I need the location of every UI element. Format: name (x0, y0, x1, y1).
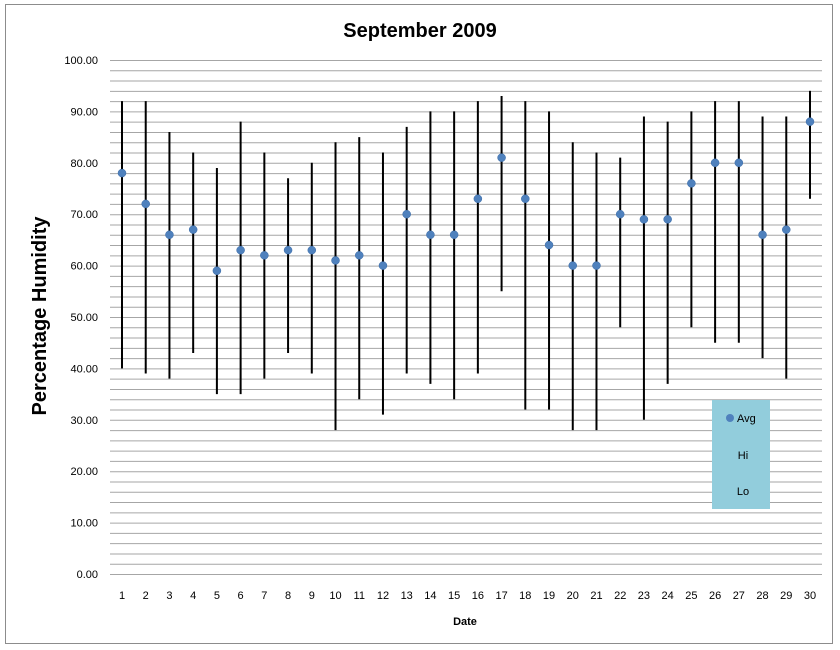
avg-point (473, 194, 483, 204)
x-tick-label: 29 (780, 590, 792, 602)
avg-point (236, 245, 245, 255)
x-tick-label: 17 (495, 590, 507, 602)
x-tick-label: 30 (804, 590, 816, 602)
avg-point (449, 230, 459, 240)
avg-point (805, 117, 815, 126)
avg-point (497, 153, 506, 162)
x-tick-label: 5 (214, 590, 220, 602)
avg-point (758, 230, 767, 240)
y-tick-label: 80.00 (70, 158, 98, 170)
hilo-lines (121, 90, 811, 431)
x-tick-label: 11 (354, 590, 365, 602)
legend: Avg Hi Lo (712, 400, 770, 509)
avg-point (283, 245, 293, 255)
avg-point (354, 251, 364, 260)
legend-avg-label: Avg (737, 413, 756, 425)
avg-point (592, 261, 601, 270)
y-axis-label: Percentage Humidity (29, 216, 51, 416)
y-tick-label: 60.00 (70, 261, 98, 273)
y-tick-label: 30.00 (70, 415, 98, 427)
x-tick-label: 10 (329, 590, 341, 602)
y-tick-label: 100.00 (64, 55, 98, 67)
avg-point (521, 194, 530, 204)
x-axis-label: Date (453, 616, 477, 628)
x-axis-ticks: 1 2 3 4 5 6 7 8 9 10 11 12 13 14 15 16 17 18 19 20 21 22 23 24 2… (119, 590, 816, 602)
avg-point (141, 199, 150, 209)
avg-point (378, 261, 388, 270)
avg-point (687, 179, 696, 188)
grid (110, 60, 822, 575)
y-axis-ticks: 0.00 10.00 20.00 30.00 40.00 50.00 60.00 70.00 8… (64, 55, 98, 581)
avg-point (165, 230, 174, 240)
y-tick-label: 20.00 (70, 466, 98, 478)
avg-point (663, 215, 672, 224)
avg-point (260, 251, 269, 260)
x-tick-label: 13 (401, 590, 413, 602)
legend-avg-marker (726, 414, 734, 422)
x-tick-label: 14 (424, 590, 436, 602)
x-tick-label: 16 (472, 590, 484, 602)
legend-hi-label: Hi (738, 450, 748, 462)
avg-point (402, 209, 411, 219)
x-tick-label: 26 (709, 590, 721, 602)
avg-points (117, 117, 815, 275)
avg-point (734, 158, 744, 168)
x-tick-label: 25 (685, 590, 697, 602)
avg-point (615, 209, 625, 219)
legend-box (712, 400, 770, 509)
x-tick-label: 6 (238, 590, 244, 602)
avg-point (188, 225, 198, 234)
x-tick-label: 23 (638, 590, 650, 602)
avg-point (426, 230, 435, 240)
avg-point (331, 256, 340, 265)
avg-point (212, 266, 222, 275)
avg-point (710, 158, 720, 168)
x-tick-label: 15 (448, 590, 460, 602)
avg-point (568, 261, 578, 270)
y-tick-label: 70.00 (70, 209, 98, 221)
x-tick-label: 4 (190, 590, 196, 602)
x-tick-label: 19 (543, 590, 555, 602)
avg-point (639, 215, 649, 224)
x-tick-label: 27 (733, 590, 745, 602)
y-tick-label: 10.00 (70, 518, 98, 530)
x-tick-label: 2 (143, 590, 149, 602)
chart-title: September 2009 (343, 20, 496, 42)
x-tick-label: 12 (377, 590, 389, 602)
x-tick-label: 20 (567, 590, 579, 602)
y-tick-label: 0.00 (77, 569, 98, 581)
x-tick-label: 18 (519, 590, 531, 602)
y-tick-label: 90.00 (70, 106, 98, 118)
avg-point (117, 168, 127, 178)
x-tick-label: 8 (285, 590, 291, 602)
x-tick-label: 9 (309, 590, 315, 602)
x-tick-label: 28 (756, 590, 768, 602)
y-tick-label: 50.00 (70, 312, 98, 324)
x-tick-label: 21 (590, 590, 602, 602)
chart-frame (5, 4, 833, 644)
y-tick-label: 40.00 (70, 363, 98, 375)
legend-lo-label: Lo (737, 486, 749, 498)
x-tick-label: 22 (614, 590, 626, 602)
x-tick-label: 24 (662, 590, 674, 602)
avg-point (782, 225, 791, 234)
avg-point (544, 240, 554, 250)
x-tick-label: 1 (119, 590, 125, 602)
x-tick-label: 3 (166, 590, 172, 602)
x-tick-label: 7 (261, 590, 267, 602)
avg-point (307, 245, 317, 255)
